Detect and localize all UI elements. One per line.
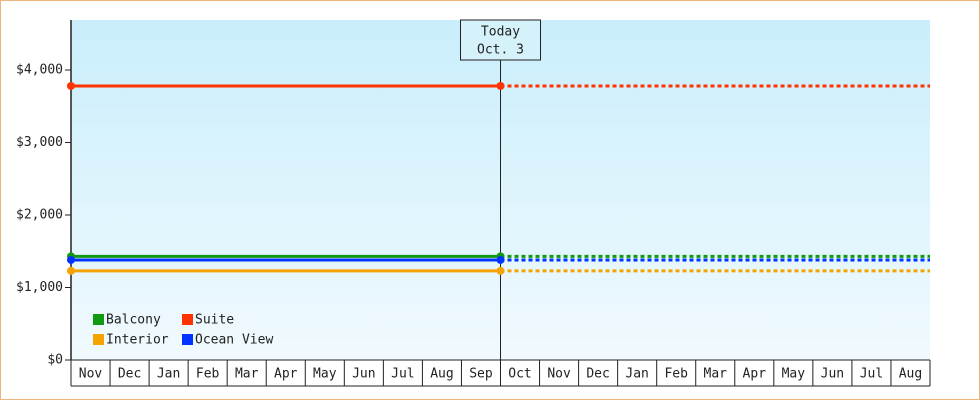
legend-label: Interior — [106, 333, 169, 348]
legend-label: Balcony — [106, 313, 161, 328]
y-tick-label: $1,000 — [16, 280, 63, 295]
legend-swatch — [93, 334, 104, 345]
today-box — [460, 19, 541, 61]
x-tick-label: Dec — [118, 367, 141, 382]
x-tick-label: Jun — [821, 367, 844, 382]
x-tick-label: Jun — [352, 367, 375, 382]
legend-label: Ocean View — [195, 333, 273, 348]
x-tick-label: Dec — [586, 367, 609, 382]
x-tick-label: Jan — [157, 367, 180, 382]
today-label: Today — [481, 25, 520, 40]
x-tick-label: Nov — [79, 367, 103, 382]
x-tick-label: May — [313, 367, 337, 382]
legend-swatch — [182, 334, 193, 345]
point — [67, 255, 75, 264]
legend-swatch — [182, 314, 193, 325]
legend-label: Suite — [195, 313, 234, 328]
point — [496, 255, 505, 264]
legend-swatch — [93, 314, 104, 325]
x-tick-label: Nov — [547, 367, 571, 382]
x-tick-label: Jul — [860, 367, 883, 382]
x-tick-label: Aug — [430, 367, 453, 382]
y-tick-label: $0 — [47, 353, 63, 368]
x-tick-label: Oct — [508, 367, 531, 382]
x-tick-label: Apr — [274, 367, 298, 382]
x-tick-label: Feb — [664, 367, 688, 382]
x-tick-label: Mar — [704, 367, 728, 382]
today-date: Oct. 3 — [477, 43, 524, 58]
x-tick-label: Jul — [391, 367, 414, 382]
x-tick-label: Sep — [469, 367, 493, 382]
x-tick-label: Jan — [625, 367, 648, 382]
point — [496, 266, 505, 275]
y-tick-label: $4,000 — [16, 63, 63, 78]
y-tick-label: $2,000 — [16, 208, 63, 223]
point — [67, 266, 75, 275]
point — [496, 81, 505, 90]
x-tick-label: Apr — [743, 367, 767, 382]
x-tick-label: Mar — [235, 367, 259, 382]
x-tick-label: Aug — [899, 367, 922, 382]
x-tick-label: Feb — [196, 367, 220, 382]
point — [67, 81, 75, 90]
x-tick-label: May — [782, 367, 806, 382]
y-tick-label: $3,000 — [16, 135, 63, 150]
